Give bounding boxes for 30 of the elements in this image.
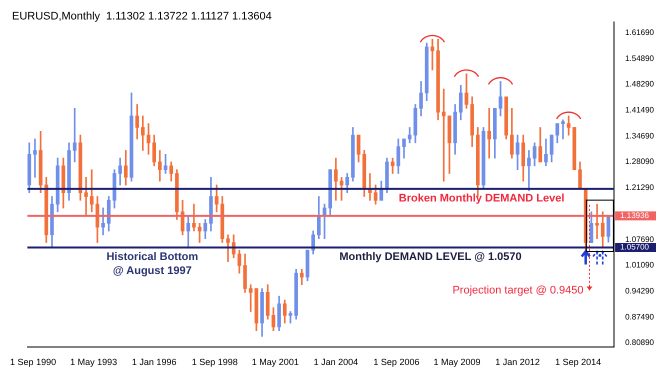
x-tick-label: 1 Sep 1998 — [192, 357, 238, 368]
y-tick-label: 1.21290 — [625, 182, 655, 192]
y-tick-label: 0.87490 — [625, 312, 655, 322]
y-tick-label: 1.01090 — [625, 260, 655, 270]
annotation: Broken Monthly DEMAND Level — [398, 192, 564, 204]
annotation: Monthly DEMAND LEVEL @ 1.0570 — [339, 251, 522, 264]
y-tick-label: 1.07690 — [625, 235, 655, 244]
x-tick-label: 1 Sep 2014 — [555, 357, 602, 368]
x-tick-label: 1 Jan 2012 — [495, 357, 540, 368]
annotation: Projection target @ 0.9450 — [452, 284, 584, 296]
y-tick-label: 1.54890 — [625, 54, 655, 64]
chart-title: EURUSD,Monthly — [12, 10, 101, 23]
x-tick-label: 1 Jan 2004 — [314, 357, 358, 368]
x-tick-label: 1 May 2001 — [252, 357, 299, 368]
chart-subtitle: 1.11302 1.13722 1.11127 1.13604 — [106, 10, 272, 23]
y-tick-label: 0.94290 — [625, 286, 655, 296]
y-tick-label: 1.41490 — [625, 105, 655, 114]
x-tick-label: 1 Sep 1990 — [10, 357, 56, 368]
y-tick-label: 1.34690 — [625, 132, 655, 141]
y-tick-label: 1.61690 — [625, 28, 655, 37]
y-tick-label: 0.80890 — [625, 338, 655, 347]
x-tick-label: 1 Jan 1996 — [132, 357, 176, 368]
ref-line-label: 1.13936 — [620, 211, 650, 220]
x-tick-label: 1 May 1993 — [70, 357, 118, 368]
annotation: Historical Bottom @ August 1997 — [106, 251, 198, 278]
x-tick-label: 1 Sep 2006 — [373, 357, 420, 368]
ref-line-label: 1.05700 — [620, 242, 650, 252]
y-tick-label: 1.28090 — [625, 156, 655, 166]
y-tick-label: 1.48290 — [625, 79, 655, 88]
x-tick-label: 1 May 2009 — [433, 357, 481, 368]
